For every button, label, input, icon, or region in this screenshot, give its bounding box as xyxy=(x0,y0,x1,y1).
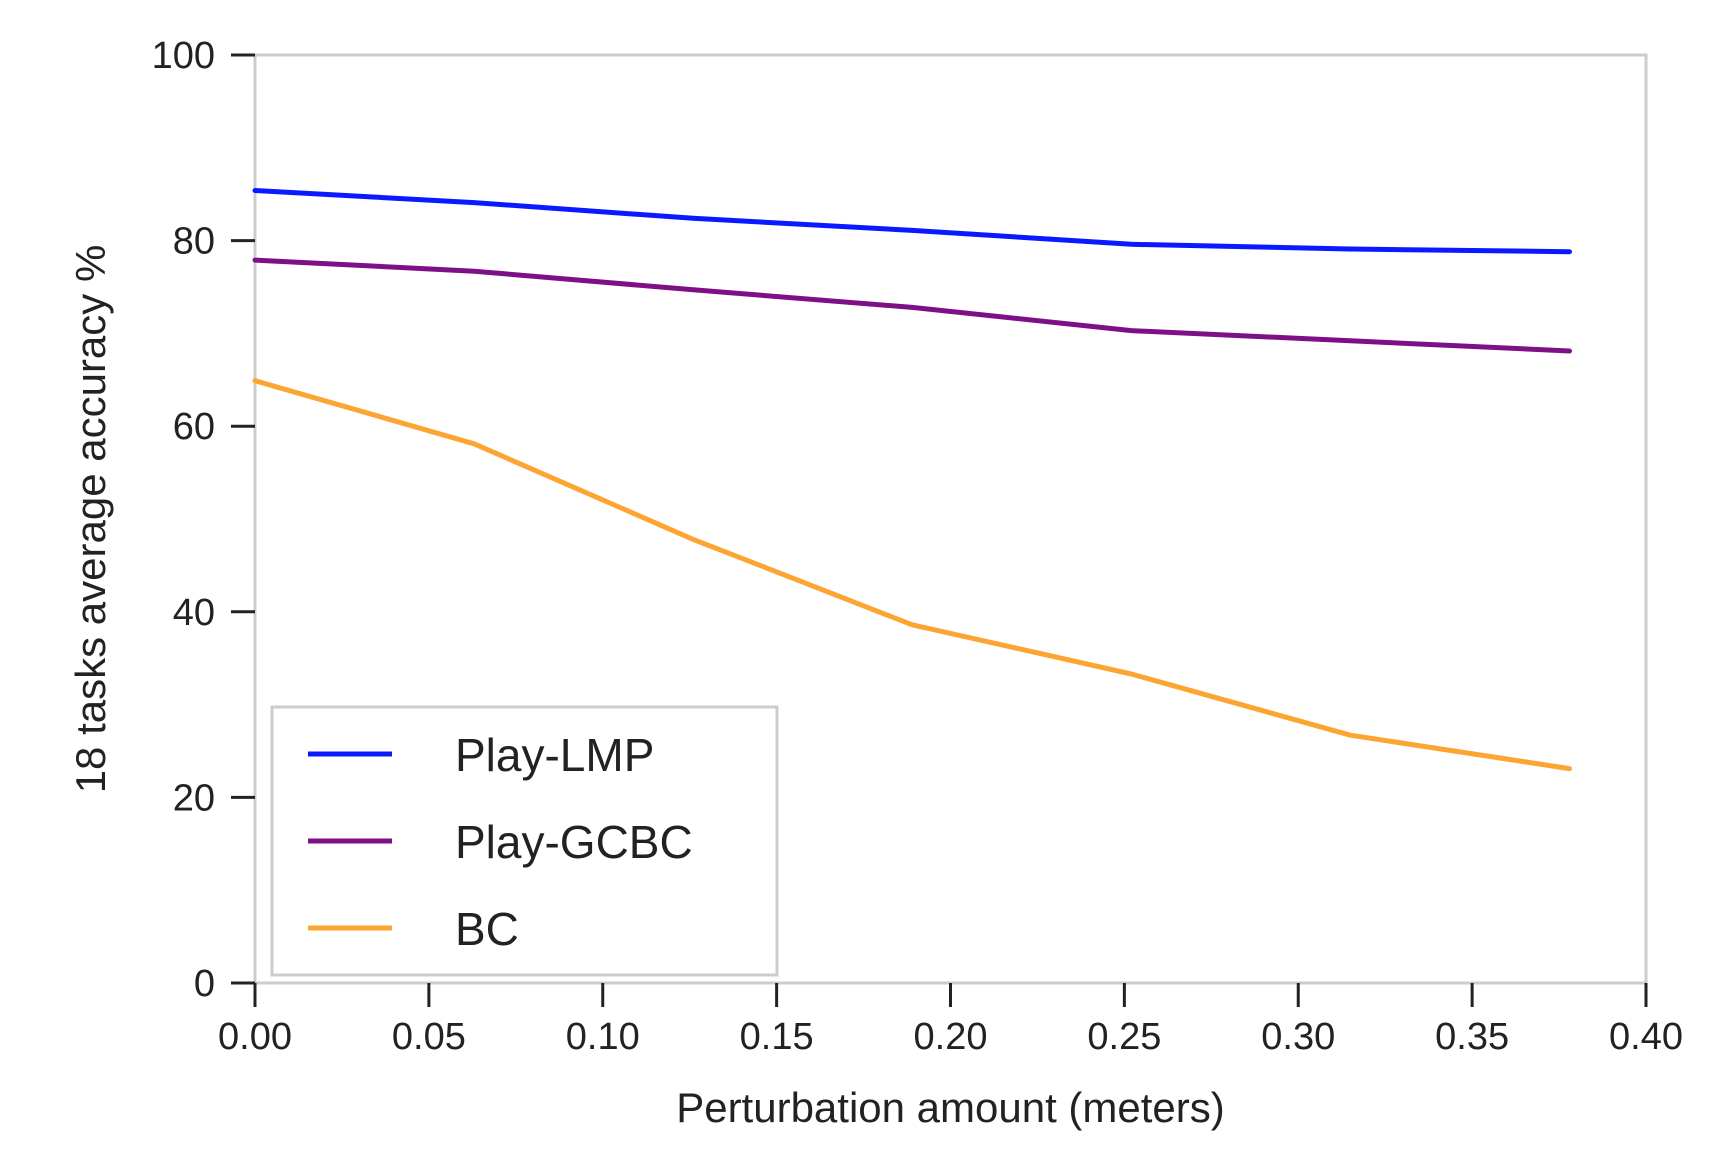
x-axis-title: Perturbation amount (meters) xyxy=(676,1084,1225,1131)
series-layer xyxy=(252,188,1572,772)
x-tick-label: 0.05 xyxy=(392,1016,466,1058)
x-tick-label: 0.10 xyxy=(566,1016,640,1058)
y-tick-label: 40 xyxy=(173,592,215,634)
y-tick-label: 60 xyxy=(173,406,215,448)
x-tick-label: 0.40 xyxy=(1609,1016,1683,1058)
legend: Play-LMP Play-GCBC BC xyxy=(270,705,779,977)
x-tick-label: 0.35 xyxy=(1435,1016,1509,1058)
x-tick-label: 0.20 xyxy=(914,1016,988,1058)
x-tick-label: 0.15 xyxy=(740,1016,814,1058)
legend-label: Play-LMP xyxy=(455,729,654,781)
y-tick-label: 0 xyxy=(194,963,215,1005)
legend-label: BC xyxy=(455,903,519,955)
y-axis-title: 18 tasks average accuracy % xyxy=(67,245,114,794)
series-line-play-gcbc xyxy=(252,257,1572,354)
x-tick-label: 0.00 xyxy=(218,1016,292,1058)
x-tick-label: 0.25 xyxy=(1087,1016,1161,1058)
series-line-bc xyxy=(252,378,1572,772)
x-tick-label: 0.30 xyxy=(1261,1016,1335,1058)
axes-layer: 0 20 40 60 80 100 0.00 0.05 0.10 0.15 0.20 0.25 0.30… xyxy=(152,35,1683,1058)
series-line-play-lmp xyxy=(252,188,1572,255)
legend-label: Play-GCBC xyxy=(455,816,693,868)
y-tick-label: 80 xyxy=(173,221,215,263)
y-tick-label: 20 xyxy=(173,777,215,819)
y-tick-label: 100 xyxy=(152,35,215,77)
